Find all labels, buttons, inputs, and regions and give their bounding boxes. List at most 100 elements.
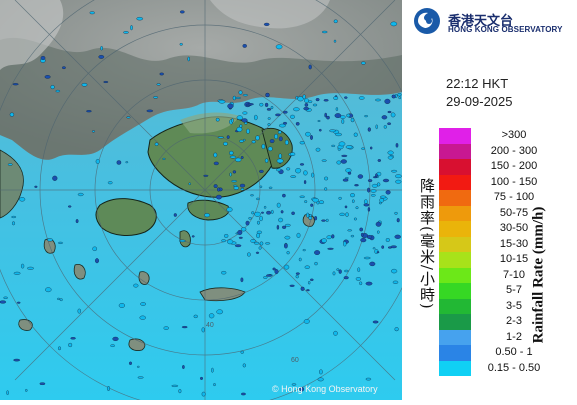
rain-echo [314,250,321,255]
rain-echo [153,96,159,99]
rain-echo [308,64,312,70]
rain-echo [21,263,25,269]
rain-echo [394,211,398,215]
rain-echo [40,56,46,60]
rain-echo [256,197,260,201]
rain-echo [333,19,338,24]
org-name-en: HONG KONG OBSERVATORY [448,25,563,34]
rain-echo [110,344,115,347]
rain-echo [179,43,183,46]
rain-echo [218,99,226,104]
rain-echo [231,118,234,123]
rain-echo [98,55,105,59]
sai-kung [261,127,293,169]
rain-echo [216,309,223,315]
rain-echo [242,138,246,142]
rain-echo [211,367,214,373]
rain-echo [358,96,365,100]
legend-title-zh: 降雨率(毫米/小時) [418,178,436,310]
rain-echo [116,160,122,165]
rain-echo [126,116,131,119]
lamma-island [179,230,191,248]
rain-echo [9,112,15,117]
rain-echo [45,287,52,293]
rain-echo [336,268,340,271]
rain-echo [319,200,324,204]
rain-echo [314,261,318,266]
rain-echo [303,319,310,324]
rain-echo [344,205,348,209]
legend-swatch [439,190,471,206]
rain-echo [137,376,144,379]
radar-map-canvas: 40 60 [0,0,426,405]
legend-label: 3-5 [506,299,522,312]
rain-echo [363,203,370,207]
rain-echo [7,163,13,166]
rain-echo [347,229,353,232]
rain-echo [284,139,289,145]
rain-echo [375,124,378,130]
rain-echo [321,30,328,34]
rain-echo [387,150,394,155]
rain-echo [12,221,15,226]
rain-echo [52,175,58,181]
rain-echo [77,308,81,314]
rain-echo [345,212,349,217]
rain-echo [81,83,88,87]
rain-echo [58,346,61,351]
rain-echo [367,187,371,193]
rain-echo [396,218,400,223]
rain-echo [204,213,210,218]
rain-echo [77,192,84,197]
rain-echo [345,145,353,149]
rain-echo [290,175,297,178]
rain-echo [296,232,301,238]
rain-echo [390,21,398,27]
rain-echo [398,96,401,100]
rain-echo [282,225,287,229]
rain-echo [325,218,329,222]
rain-echo [324,187,328,191]
rain-echo [278,153,282,159]
rain-echo [276,158,284,164]
island [73,263,86,280]
rain-echo [118,303,125,308]
rain-echo [239,183,246,188]
rain-echo [360,232,364,237]
observation-time: 22:12 HKT [446,76,509,91]
rain-echo [299,195,305,198]
rain-echo [238,90,243,95]
rain-echo [395,179,402,184]
legend-label: 50-75 [499,206,529,219]
rain-echo [221,239,226,243]
rain-echo [302,249,306,252]
rain-echo [265,92,270,98]
rain-echo [162,157,166,160]
rain-echo [187,56,190,62]
legend-swatch [439,143,471,159]
rain-echo [345,177,349,179]
rain-echo [345,168,352,173]
ring-label: 60 [291,357,299,364]
rain-echo [364,115,368,118]
rain-echo [259,185,263,188]
rain-echo [335,107,339,111]
rain-echo [293,107,300,112]
rain-echo [335,132,342,137]
rain-echo [305,131,311,137]
rain-echo [267,123,271,127]
rain-echo [341,119,345,124]
rain-echo [275,44,283,50]
rain-echo [55,89,61,93]
rain-echo [324,112,327,118]
rain-echo [310,278,314,281]
radar-map[interactable]: 40 60 © Hong Kong Observatory [0,0,426,405]
rain-echo [257,220,260,225]
rain-echo [201,391,206,397]
rain-echo [58,241,63,244]
rain-echo [321,238,327,243]
rain-echo [59,298,63,302]
rain-echo [352,199,355,203]
legend-label: 7-10 [502,268,526,281]
rain-echo [240,277,244,283]
